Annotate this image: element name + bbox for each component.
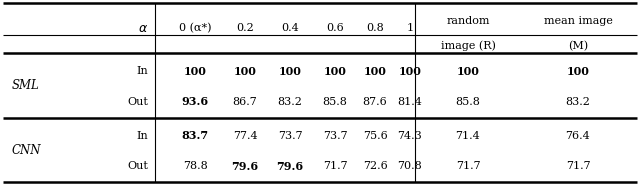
Text: 1: 1 [406, 23, 413, 33]
Text: 71.4: 71.4 [456, 131, 481, 141]
Text: 86.7: 86.7 [232, 97, 257, 107]
Text: 83.7: 83.7 [181, 130, 209, 141]
Text: 83.2: 83.2 [278, 97, 303, 107]
Text: CNN: CNN [12, 144, 42, 157]
Text: 87.6: 87.6 [363, 97, 387, 107]
Text: 71.7: 71.7 [456, 161, 480, 171]
Text: 0.4: 0.4 [281, 23, 299, 33]
Text: 100: 100 [324, 66, 346, 77]
Text: 83.2: 83.2 [566, 97, 591, 107]
Text: 100: 100 [278, 66, 301, 77]
Text: 72.6: 72.6 [363, 161, 387, 171]
Text: 100: 100 [399, 66, 421, 77]
Text: 0.6: 0.6 [326, 23, 344, 33]
Text: (M): (M) [568, 41, 588, 51]
Text: 100: 100 [234, 66, 257, 77]
Text: 79.6: 79.6 [232, 161, 259, 171]
Text: 0.8: 0.8 [366, 23, 384, 33]
Text: $\alpha$: $\alpha$ [138, 21, 148, 34]
Text: mean image: mean image [543, 16, 612, 26]
Text: 100: 100 [364, 66, 387, 77]
Text: image (R): image (R) [440, 41, 495, 51]
Text: 81.4: 81.4 [397, 97, 422, 107]
Text: 85.8: 85.8 [323, 97, 348, 107]
Text: 74.3: 74.3 [397, 131, 422, 141]
Text: Out: Out [127, 161, 148, 171]
Text: SML: SML [12, 79, 40, 92]
Text: 70.8: 70.8 [397, 161, 422, 171]
Text: 71.7: 71.7 [323, 161, 348, 171]
Text: 71.7: 71.7 [566, 161, 590, 171]
Text: 100: 100 [566, 66, 589, 77]
Text: In: In [136, 131, 148, 141]
Text: 85.8: 85.8 [456, 97, 481, 107]
Text: 77.4: 77.4 [233, 131, 257, 141]
Text: 73.7: 73.7 [278, 131, 302, 141]
Text: Out: Out [127, 97, 148, 107]
Text: 73.7: 73.7 [323, 131, 348, 141]
Text: In: In [136, 66, 148, 76]
Text: 78.8: 78.8 [182, 161, 207, 171]
Text: 0 (α*): 0 (α*) [179, 23, 211, 33]
Text: 75.6: 75.6 [363, 131, 387, 141]
Text: 100: 100 [184, 66, 207, 77]
Text: 76.4: 76.4 [566, 131, 590, 141]
Text: 79.6: 79.6 [276, 161, 303, 171]
Text: random: random [446, 16, 490, 26]
Text: 0.2: 0.2 [236, 23, 254, 33]
Text: 93.6: 93.6 [181, 96, 209, 107]
Text: 100: 100 [456, 66, 479, 77]
